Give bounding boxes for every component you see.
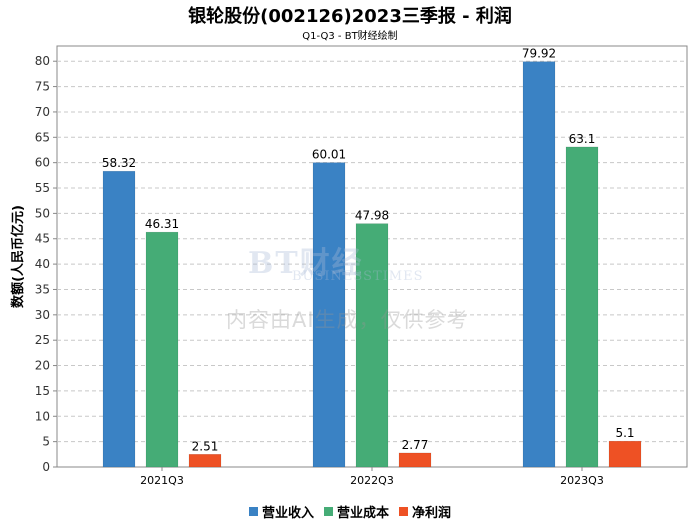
y-tick-label: 5 (42, 435, 50, 449)
y-tick-label: 35 (35, 282, 50, 296)
legend-label: 营业成本 (336, 506, 389, 521)
y-tick-label: 20 (35, 359, 50, 373)
legend-item: 营业成本 (323, 502, 389, 521)
bar (522, 61, 556, 468)
y-tick-label: 30 (35, 308, 50, 322)
y-tick-label: 65 (35, 130, 50, 144)
y-tick-label: 45 (35, 232, 50, 246)
y-axis-label: 数额(人民币亿元) (10, 205, 26, 308)
chart-subtitle: Q1-Q3 - BT财经绘制 (302, 31, 398, 42)
bar (398, 452, 432, 468)
legend: 营业收入 营业成本 净利润 (0, 502, 700, 521)
data-label: 2.51 (192, 439, 219, 453)
x-tick-label: 2022Q3 (350, 474, 394, 487)
data-label: 60.01 (312, 148, 346, 162)
legend-swatch (248, 507, 258, 516)
legend-item: 营业收入 (248, 502, 314, 521)
legend-swatch (323, 507, 333, 516)
y-tick-label: 40 (35, 257, 50, 271)
y-tick-label: 55 (35, 181, 50, 195)
bar (608, 440, 642, 468)
legend-item: 净利润 (399, 502, 451, 521)
bar (355, 223, 389, 468)
y-tick-label: 75 (35, 80, 50, 94)
y-tick-label: 10 (35, 409, 50, 423)
bar (188, 454, 222, 468)
chart-title: 银轮股份(002126)2023三季报 - 利润 (188, 6, 512, 27)
y-tick-label: 80 (35, 54, 50, 68)
data-label: 47.98 (355, 209, 389, 223)
data-label: 2.77 (402, 438, 429, 452)
data-label: 63.1 (569, 132, 596, 146)
data-label: 5.1 (615, 426, 634, 440)
data-label: 79.92 (522, 47, 556, 61)
bar (145, 231, 179, 468)
legend-label: 营业收入 (261, 506, 314, 521)
x-tick-label: 2021Q3 (140, 474, 184, 487)
x-tick-label: 2023Q3 (560, 474, 604, 487)
bar (312, 162, 346, 468)
y-tick-label: 50 (35, 206, 50, 220)
y-tick-label: 15 (35, 384, 50, 398)
y-tick-label: 25 (35, 333, 50, 347)
y-tick-label: 60 (35, 156, 50, 170)
legend-swatch (399, 507, 408, 516)
bar (102, 170, 136, 468)
y-tick-label: 70 (35, 105, 50, 119)
y-tick-label: 0 (42, 460, 50, 474)
bar (565, 146, 599, 468)
data-label: 58.32 (102, 156, 136, 170)
legend-label: 净利润 (412, 506, 452, 521)
data-label: 46.31 (145, 217, 179, 231)
